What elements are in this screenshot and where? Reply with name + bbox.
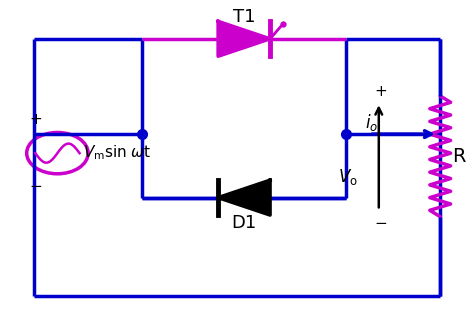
Text: D1: D1 — [231, 214, 257, 232]
Polygon shape — [218, 180, 270, 215]
Text: +: + — [30, 112, 43, 127]
Text: −: − — [30, 179, 43, 194]
Text: R: R — [452, 147, 465, 166]
Text: T1: T1 — [233, 8, 255, 26]
Polygon shape — [218, 21, 270, 56]
Text: −: − — [375, 216, 388, 231]
Text: $i_o$: $i_o$ — [365, 113, 378, 133]
Text: $V_{\rm m}$sin $\omega$t: $V_{\rm m}$sin $\omega$t — [83, 144, 152, 162]
Text: $V_{\rm o}$: $V_{\rm o}$ — [337, 167, 357, 187]
Text: +: + — [375, 84, 388, 99]
